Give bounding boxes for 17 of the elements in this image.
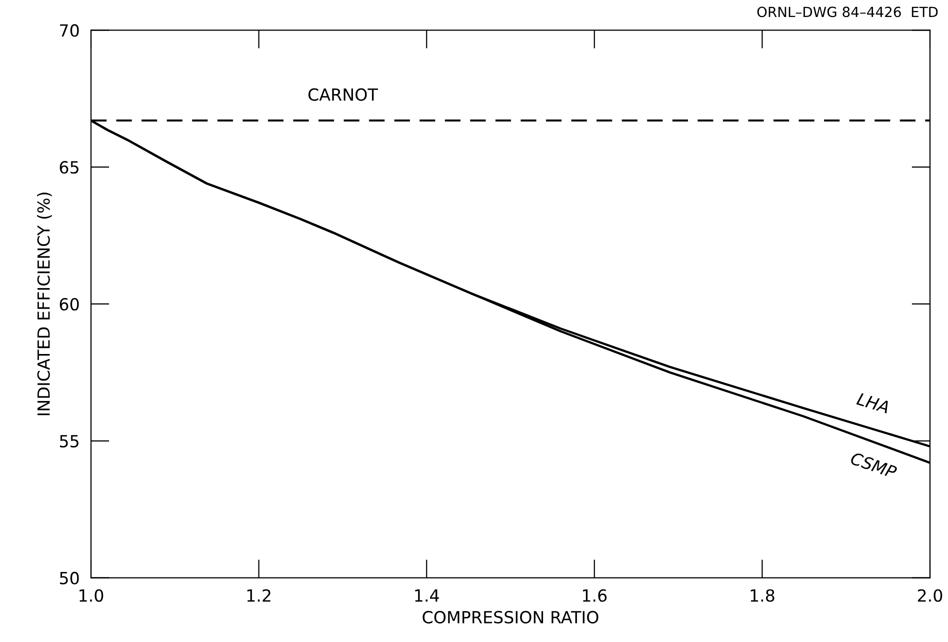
x-tick-label: 1.2 [247,589,270,602]
text: CSMP [850,452,898,479]
x-tick-label: 1.0 [80,589,104,602]
y-tick-label: 65 [60,161,78,174]
y-tick-label: 70 [60,24,79,37]
x-tick-label: 1.8 [750,589,774,602]
text: ORNL–DWG 84–4426 ETD [757,6,938,18]
x-tick-label: 2.0 [918,589,942,602]
text: LHA [856,392,890,414]
x-axis-title: COMPRESSION RATIO [422,610,598,624]
y-tick-label: 60 [60,298,79,311]
ref-line-label: CARNOT [308,88,378,101]
y-tick-label: 55 [60,435,78,448]
y-tick-label: 50 [60,572,79,584]
x-tick-label: 1.6 [582,589,607,602]
x-tick-label: 1.4 [415,589,439,602]
y-axis-title: INDICATED EFFICIENCY (%) [37,192,52,416]
